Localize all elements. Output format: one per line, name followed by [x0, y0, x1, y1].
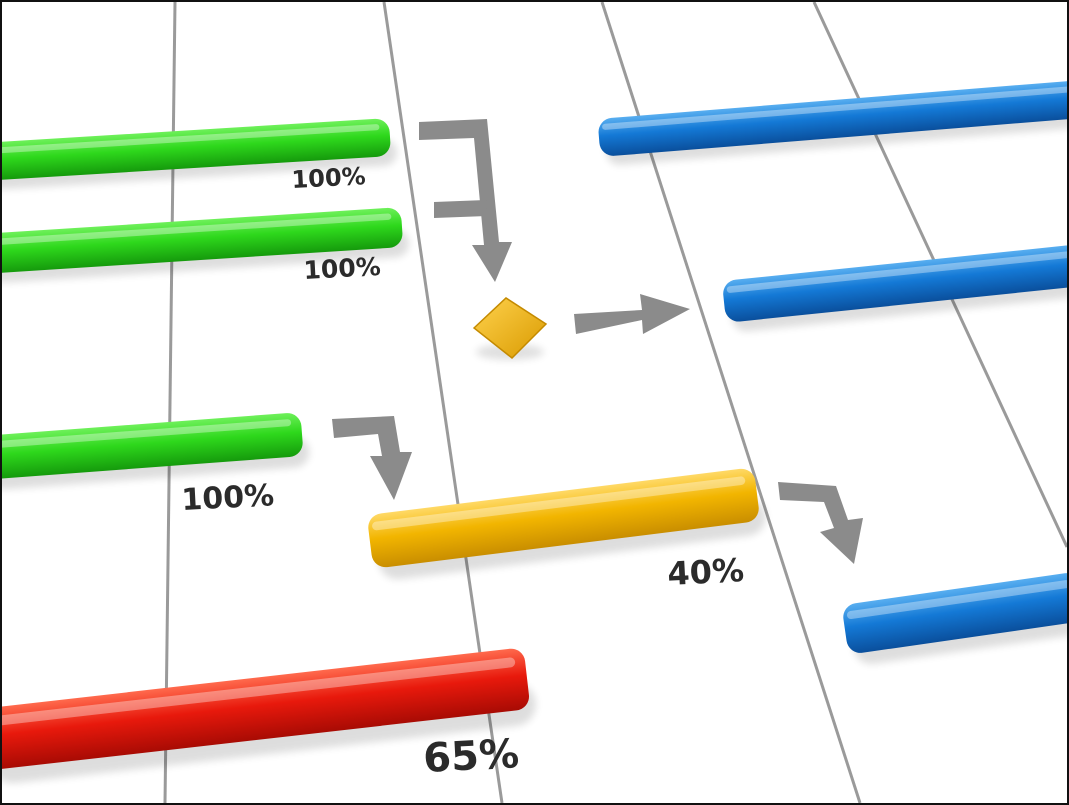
task-bar-critical[interactable] [2, 647, 538, 787]
progress-label: 65% [422, 731, 520, 782]
task-bar-in-progress[interactable] [367, 466, 768, 582]
task-bar-body [2, 118, 391, 181]
task-bar-highlight [2, 213, 392, 246]
task-bar-body [368, 468, 759, 568]
dependency-arrow [574, 294, 690, 334]
dependency-arrow [778, 482, 863, 564]
progress-label: 100% [181, 478, 275, 518]
task-bar-highlight [602, 86, 1067, 130]
task-bar-complete[interactable] [2, 118, 398, 191]
gridline [163, 2, 177, 803]
task-bar-body [598, 81, 1067, 156]
task-bar-body [723, 245, 1067, 322]
progress-label: 40% [666, 551, 744, 593]
task-bar-highlight [726, 251, 1067, 293]
task-bar-body [843, 573, 1067, 653]
task-bar-planned[interactable] [722, 243, 1067, 333]
task-bars [2, 80, 1067, 787]
task-bar-body [2, 413, 303, 479]
dependency-arrow [419, 119, 512, 282]
progress-label: 100% [291, 162, 367, 194]
dependency-arrow [332, 416, 412, 500]
task-bar-complete[interactable] [2, 412, 310, 491]
task-bar-highlight [2, 657, 516, 727]
progress-labels: 100% 100% 100% 40% 65% [181, 162, 745, 782]
dependency-arrow [434, 200, 487, 218]
task-bar-complete[interactable] [2, 207, 410, 284]
task-bar-highlight [846, 580, 1067, 620]
task-bar-body [2, 648, 530, 770]
task-bar-body [2, 207, 403, 274]
task-bar-highlight [2, 124, 380, 154]
task-bar-highlight [2, 419, 292, 449]
task-bar-planned[interactable] [841, 570, 1067, 667]
task-bar-planned[interactable] [597, 80, 1067, 167]
dependency-connectors [332, 119, 863, 564]
milestone-diamond[interactable] [472, 297, 548, 360]
task-bar-highlight [372, 476, 746, 531]
progress-label: 100% [303, 252, 382, 285]
